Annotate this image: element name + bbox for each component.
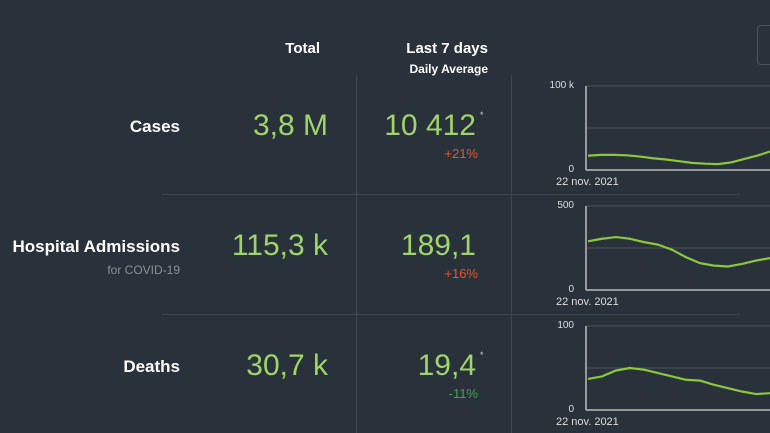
change-value: -11% [448, 386, 478, 401]
divider [511, 75, 512, 433]
total-value: 30,7 k [246, 349, 328, 382]
y-min-tick: 0 [568, 164, 574, 175]
metric-note: for COVID-19 [107, 263, 180, 277]
average-value: 19,4 [417, 349, 476, 382]
header-daily-average: Daily Average [409, 62, 489, 76]
y-min-tick: 0 [568, 284, 574, 295]
x-date-tick: 22 nov. 2021 [556, 416, 619, 428]
header-last7: Last 7 days [406, 40, 488, 57]
metric-label: Deaths [123, 357, 180, 376]
total-value: 115,3 k [231, 229, 328, 262]
change-value: +16% [444, 266, 478, 281]
series-line [587, 235, 770, 268]
average-value: 189,1 [400, 229, 476, 262]
change-value: +21% [444, 146, 478, 161]
header-total: Total [285, 40, 320, 57]
x-date-tick: 22 nov. 2021 [556, 176, 619, 188]
divider [356, 75, 357, 433]
y-min-tick: 0 [568, 404, 574, 415]
series-line [587, 150, 770, 166]
divider [162, 314, 740, 315]
divider [162, 194, 740, 195]
metric-label: Cases [129, 117, 180, 136]
y-max-tick: 100 [557, 320, 574, 331]
average-value: 10 412 [384, 109, 476, 142]
footnote-marker: * [480, 110, 484, 120]
menu-button[interactable] [757, 25, 770, 65]
footnote-marker: * [480, 350, 484, 360]
series-line [587, 366, 770, 396]
metric-label: Hospital Admissions [12, 237, 180, 256]
x-date-tick: 22 nov. 2021 [556, 296, 619, 308]
total-value: 3,8 M [252, 109, 328, 142]
y-max-tick: 100 k [549, 80, 574, 91]
y-max-tick: 500 [557, 200, 574, 211]
